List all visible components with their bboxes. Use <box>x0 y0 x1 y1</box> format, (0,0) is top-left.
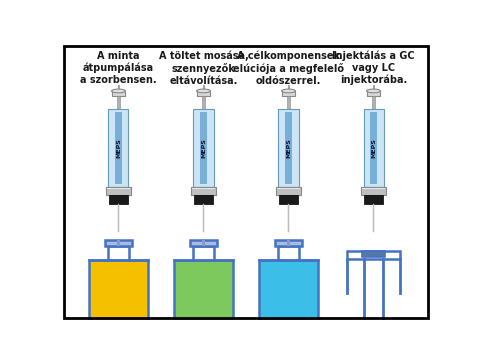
Text: MEPS: MEPS <box>116 138 121 158</box>
Bar <box>276 187 301 195</box>
Bar <box>194 195 213 204</box>
Bar <box>174 260 233 327</box>
Bar <box>203 85 204 91</box>
Bar <box>202 239 205 246</box>
Bar <box>92 262 145 326</box>
Bar <box>106 187 131 195</box>
Bar <box>364 195 383 204</box>
Bar <box>203 204 204 232</box>
Text: Injektálás a GC
vagy LC
injektorába.: Injektálás a GC vagy LC injektorába. <box>332 51 415 85</box>
Bar <box>115 112 122 184</box>
Bar <box>278 109 299 187</box>
Bar <box>190 239 217 246</box>
Bar <box>193 109 214 187</box>
Bar <box>108 109 129 187</box>
Bar <box>192 188 215 189</box>
Bar <box>362 188 385 189</box>
Text: A minta
átpumpálása
a szorbensen.: A minta átpumpálása a szorbensen. <box>80 51 157 85</box>
Ellipse shape <box>111 89 125 93</box>
Bar <box>203 95 204 109</box>
Text: MEPS: MEPS <box>286 138 291 158</box>
Bar <box>367 91 381 95</box>
Bar <box>200 112 207 184</box>
Bar <box>288 95 289 109</box>
Bar <box>89 260 148 327</box>
Bar <box>285 112 292 184</box>
Ellipse shape <box>282 89 295 93</box>
Bar <box>373 204 374 232</box>
Ellipse shape <box>197 89 210 93</box>
Bar <box>191 187 216 195</box>
Bar <box>262 262 315 326</box>
Bar <box>107 188 130 189</box>
Bar <box>288 204 289 232</box>
Ellipse shape <box>367 89 381 93</box>
Bar <box>192 246 214 260</box>
Bar <box>288 85 289 91</box>
Bar <box>370 112 377 184</box>
Bar <box>117 95 120 109</box>
Bar <box>105 239 132 246</box>
Bar <box>118 204 119 232</box>
Bar <box>282 91 295 95</box>
Bar <box>278 246 300 260</box>
Text: A töltet mosása,
szennyezők
eltávolítása.: A töltet mosása, szennyezők eltávolítása… <box>158 51 248 86</box>
Bar <box>347 251 400 259</box>
Bar <box>259 260 318 327</box>
Bar <box>277 188 300 189</box>
Bar <box>361 187 386 195</box>
Bar <box>275 239 302 246</box>
Bar <box>363 109 384 187</box>
Text: A célkomponensek
elúciója a megfelelő
oldószerrel.: A célkomponensek elúciója a megfelelő ol… <box>233 51 344 86</box>
Bar <box>109 195 128 204</box>
Bar <box>279 195 298 204</box>
Bar <box>197 91 210 95</box>
Bar <box>108 246 129 260</box>
Text: MEPS: MEPS <box>371 138 376 158</box>
Bar <box>372 95 375 109</box>
Bar <box>111 91 125 95</box>
Bar <box>118 85 119 91</box>
Text: MEPS: MEPS <box>201 138 206 158</box>
Bar <box>287 239 290 246</box>
Bar <box>117 239 120 246</box>
Bar <box>177 262 230 326</box>
Bar <box>362 251 385 257</box>
Bar <box>373 85 374 91</box>
